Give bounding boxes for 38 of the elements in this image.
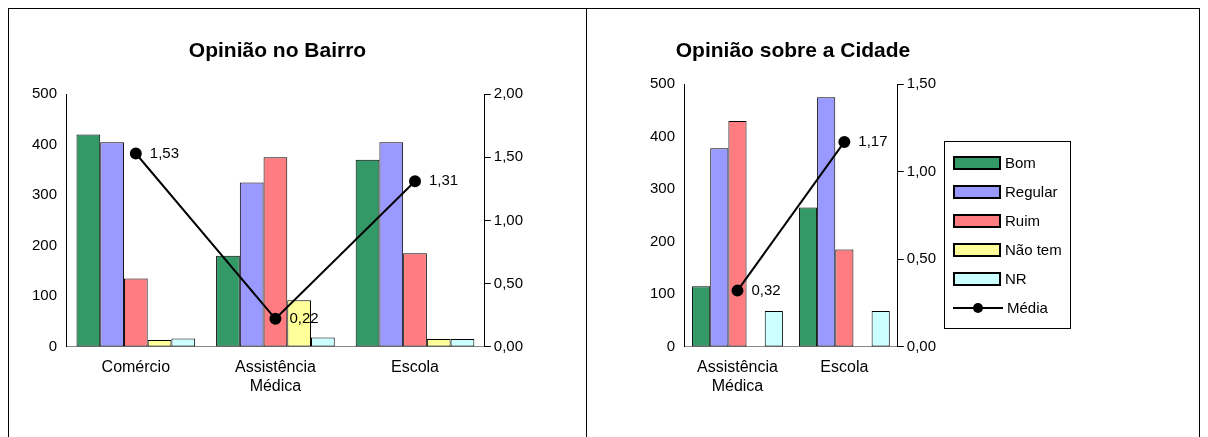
y-tick-label: 200 [32, 235, 58, 253]
y-tick-label: 100 [32, 286, 58, 304]
legend-label: NR [1005, 269, 1027, 289]
x-tick-label: Escola [820, 357, 869, 375]
data-label: 1,31 [429, 171, 459, 189]
legend-label: Não tem [1005, 240, 1062, 260]
y2-tick-label: 1,00 [493, 210, 524, 228]
legend-label: Regular [1005, 182, 1058, 202]
x-tick-label: Escola [390, 357, 440, 375]
y-tick-label: 500 [650, 74, 676, 92]
y2-tick-label: 0,00 [906, 336, 937, 354]
y2-tick-label: 1,50 [493, 147, 524, 165]
x-tick-label: Comércio [101, 357, 171, 375]
y-tick-label: 200 [650, 231, 676, 249]
legend-label: Bom [1005, 153, 1036, 173]
y-tick-label: 100 [650, 284, 676, 302]
chart-title: Opinião sobre a Cidade [675, 38, 911, 62]
y2-tick-label: 0,50 [493, 273, 524, 291]
y2-tick-label: 1,50 [906, 74, 937, 92]
y-tick-label: 500 [32, 84, 58, 102]
chart-title: Opinião no Bairro [188, 38, 367, 62]
y2-tick-label: 2,00 [493, 84, 524, 102]
y2-tick-label: 0,00 [493, 336, 524, 354]
y-tick-label: 400 [650, 126, 676, 144]
legend-label: Ruim [1005, 211, 1041, 231]
y-tick-label: 400 [32, 134, 58, 152]
y2-tick-label: 0,50 [906, 249, 937, 267]
data-label: 1,53 [149, 143, 180, 161]
data-label: 1,17 [858, 132, 888, 150]
legend-label: Média [1007, 298, 1048, 318]
data-label: 0,32 [751, 280, 781, 298]
y2-tick-label: 1,00 [906, 161, 937, 179]
y-tick-label: 300 [650, 179, 676, 197]
y-tick-label: 0 [666, 336, 676, 354]
x-tick-label: Assistência Médica [697, 357, 779, 394]
y-tick-label: 0 [48, 336, 58, 354]
x-tick-label: Assistência Médica [234, 357, 316, 394]
y-tick-label: 300 [32, 185, 58, 203]
